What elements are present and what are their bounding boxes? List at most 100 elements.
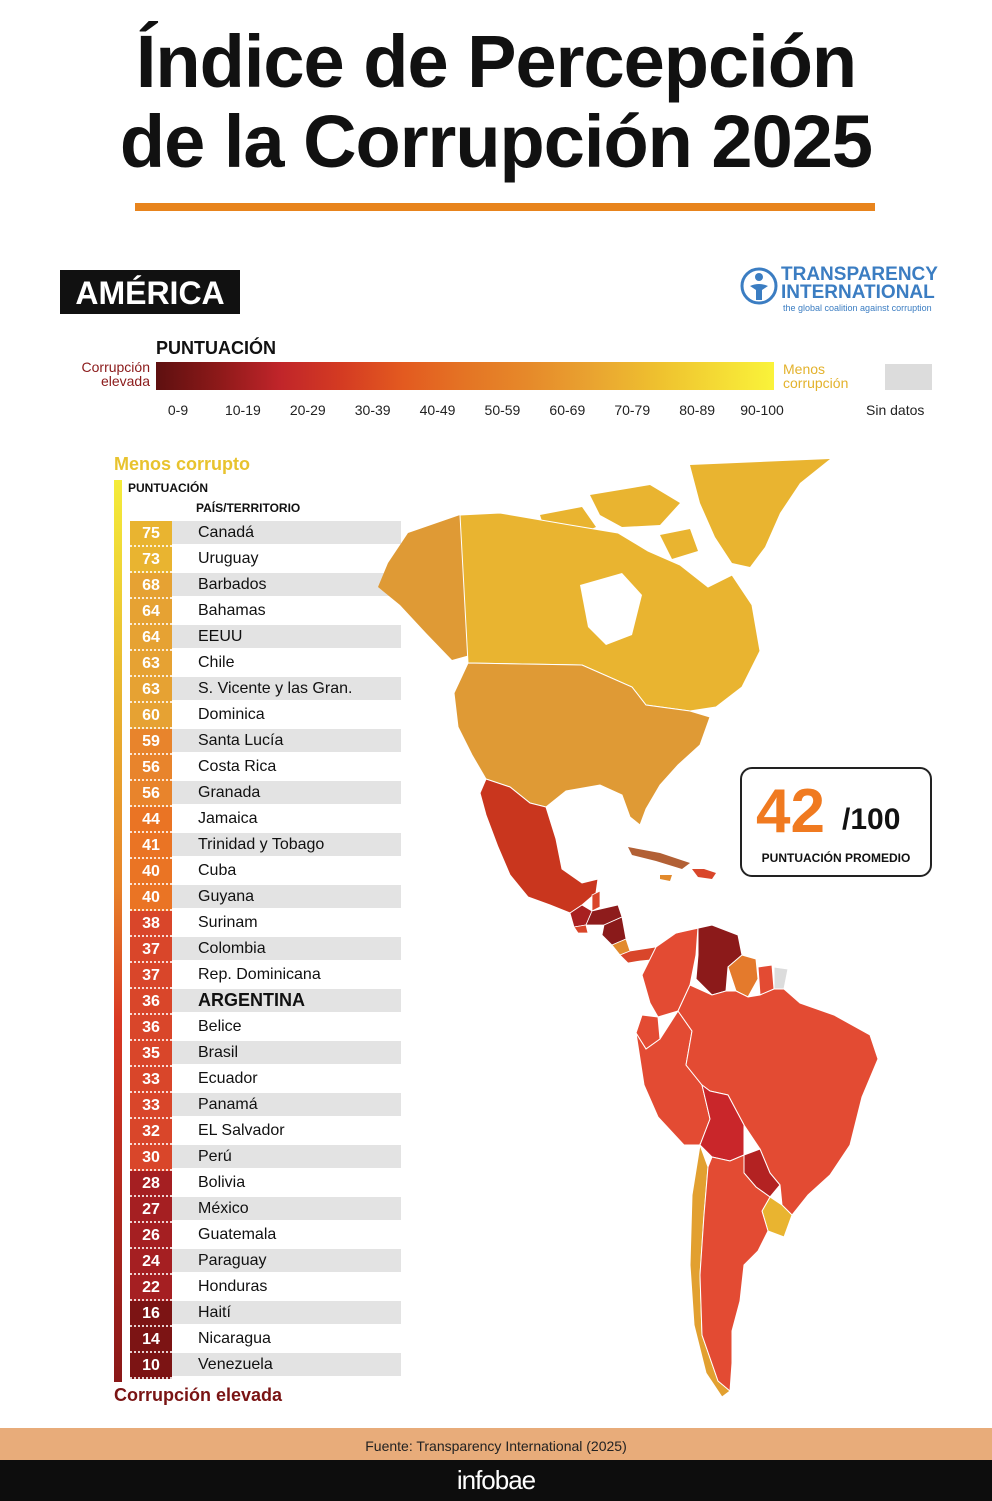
ranking-country: Trinidad y Tobago [198, 836, 325, 853]
ranking-country: Rep. Dominicana [198, 966, 321, 983]
ranking-row-background [172, 1145, 401, 1168]
ranking-country: Guatemala [198, 1226, 277, 1243]
title-line-1: Índice de Percepción [135, 20, 857, 103]
map-french-guiana [773, 966, 789, 990]
ranking-score: 56 [130, 781, 172, 807]
scale-tick-label: 50-59 [484, 402, 521, 418]
ranking-gradient-bar [114, 480, 122, 1382]
ranking-row-background [172, 963, 401, 986]
map-belize [591, 890, 601, 912]
ranking-score: 10 [130, 1353, 172, 1379]
ranking-row: 28 Bolivia [130, 1171, 401, 1197]
ranking-row-background [172, 521, 401, 544]
ranking-country: S. Vicente y las Gran. [198, 680, 353, 697]
ranking-row: 16 Haití [130, 1301, 401, 1327]
scale-title: PUNTUACIÓN [156, 338, 276, 358]
ranking-country: Surinam [198, 914, 258, 931]
ranking-row: 24 Paraguay [130, 1249, 401, 1275]
ranking-score: 68 [130, 573, 172, 599]
ranking-row-background [172, 885, 401, 908]
ranking-score: 63 [130, 677, 172, 703]
map-el-salvador [573, 924, 589, 934]
ranking-row-background [172, 1093, 401, 1116]
ranking-score: 64 [130, 625, 172, 651]
ranking-country: Chile [198, 654, 235, 671]
ranking-row-background [172, 599, 401, 622]
ranking-row: 64 Bahamas [130, 599, 401, 625]
ranking-score: 22 [130, 1275, 172, 1301]
ranking-score: 36 [130, 989, 172, 1015]
map-usa [453, 662, 711, 826]
ranking-row: 14 Nicaragua [130, 1327, 401, 1353]
scale-tick-label: 0-9 [167, 402, 189, 418]
ranking-row: 63 S. Vicente y las Gran. [130, 677, 401, 703]
ranking-country: Venezuela [198, 1356, 273, 1373]
ranking-row: 56 Costa Rica [130, 755, 401, 781]
top-label: Menos corrupto [114, 454, 251, 474]
ranking-country: México [198, 1200, 249, 1217]
map-greenland [690, 459, 830, 567]
title-underline [135, 203, 875, 211]
ranking-country: Bolivia [198, 1174, 246, 1191]
ranking-country: Paraguay [198, 1252, 267, 1269]
ranking-country: Costa Rica [198, 758, 277, 775]
ranking-country: Ecuador [198, 1070, 258, 1087]
ranking-row-background [172, 989, 401, 1012]
ranking-score: 38 [130, 911, 172, 937]
ranking-country: Barbados [198, 576, 267, 593]
ranking-row-background [172, 1067, 401, 1090]
ranking-score: 75 [130, 521, 172, 547]
scale-tick-label: 60-69 [549, 402, 586, 418]
ranking-row-background [172, 1301, 401, 1324]
ranking-row: 10 Venezuela [130, 1353, 401, 1379]
map-alaska [378, 515, 470, 660]
ranking-row-background [172, 625, 401, 648]
ranking-row-background [172, 807, 401, 830]
ranking-score: 44 [130, 807, 172, 833]
average-score-label: PUNTUACIÓN PROMEDIO [761, 851, 911, 865]
score-column-header: PUNTUACIÓN [128, 481, 208, 495]
ranking-country: ARGENTINA [198, 990, 305, 1010]
ranking-row-background [172, 1119, 401, 1142]
ranking-list: 75 Canadá 73 Uruguay 68 Barbados 64 Bahamas 64 EE… [130, 521, 401, 1379]
ranking-row-background [172, 1353, 401, 1376]
ranking-row-background [172, 547, 401, 570]
ranking-row-background [172, 1041, 401, 1064]
ranking-score: 33 [130, 1067, 172, 1093]
ranking-score: 37 [130, 937, 172, 963]
ranking-row-background [172, 677, 401, 700]
ranking-row-background [172, 729, 401, 752]
ranking-score: 26 [130, 1223, 172, 1249]
map-argentina [699, 1154, 771, 1393]
ranking-row-background [172, 833, 401, 856]
bottom-label: Corrupción elevada [114, 1385, 283, 1405]
ranking-row: 68 Barbados [130, 573, 401, 599]
ranking-row: 36 ARGENTINA [130, 989, 401, 1015]
ranking-row: 32 EL Salvador [130, 1119, 401, 1145]
ranking-score: 14 [130, 1327, 172, 1353]
brand-footer: infobae [0, 1460, 992, 1501]
ranking-country: Belice [198, 1018, 242, 1035]
ranking-country: Haití [198, 1304, 231, 1321]
ranking-score: 28 [130, 1171, 172, 1197]
source-footer: Fuente: Transparency International (2025… [0, 1428, 992, 1460]
ranking-country: Honduras [198, 1278, 268, 1295]
ranking-row-background [172, 911, 401, 934]
ti-globe-icon [740, 267, 778, 305]
title-line-2: de la Corrupción 2025 [119, 100, 873, 183]
no-data-label: Sin datos [866, 402, 925, 418]
ranking-score: 59 [130, 729, 172, 755]
ranking-row-background [172, 651, 401, 674]
ranking-country: Perú [198, 1148, 232, 1165]
ranking-score: 37 [130, 963, 172, 989]
score-gradient-bar [156, 362, 774, 390]
ranking-row: 63 Chile [130, 651, 401, 677]
ranking-row-background [172, 1015, 401, 1038]
ranking-row-background [172, 859, 401, 882]
ranking-country: EL Salvador [198, 1122, 285, 1139]
ranking-row: 75 Canadá [130, 521, 401, 547]
ranking-row: 56 Granada [130, 781, 401, 807]
ranking-score: 24 [130, 1249, 172, 1275]
region-badge: AMÉRICA [60, 270, 240, 314]
ranking-score: 56 [130, 755, 172, 781]
